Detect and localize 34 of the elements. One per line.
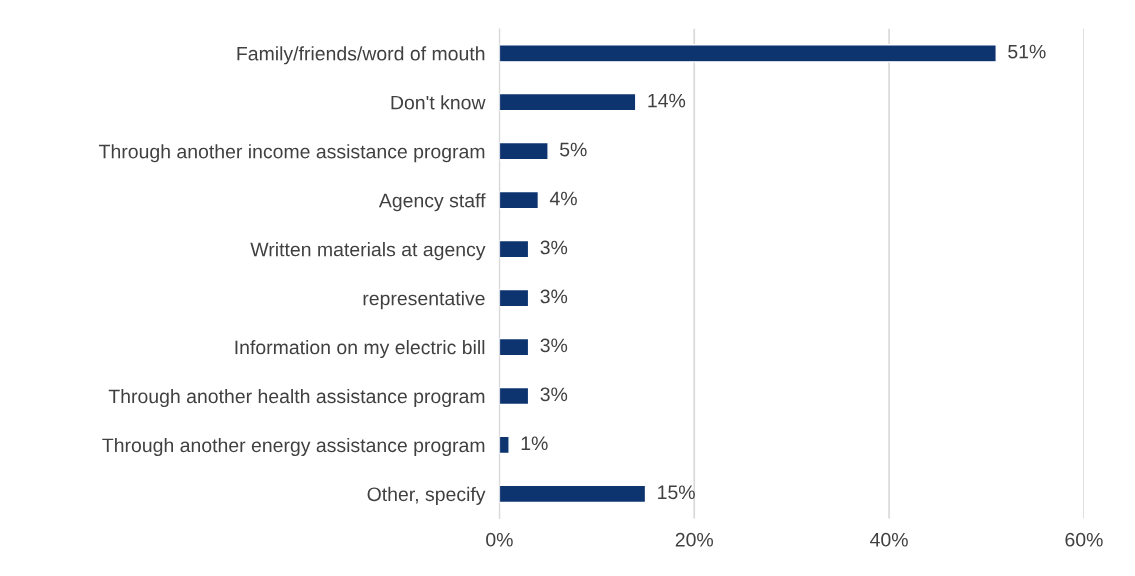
bar [499, 435, 510, 455]
y-tick-label: Through another income assistance program [99, 144, 485, 163]
data-label: 4% [549, 191, 577, 206]
bar [499, 337, 530, 357]
x-tick-label: 20% [675, 532, 714, 547]
bar [499, 44, 997, 63]
y-tick-label: Information on my electric bill [235, 339, 485, 359]
bar [499, 386, 530, 406]
x-tick-label: 40% [870, 532, 908, 547]
y-tick-label: Written materials at agency [250, 242, 486, 261]
y-tick-label: Other, specify [367, 486, 486, 505]
data-label: 14% [648, 93, 686, 108]
bar [499, 484, 647, 504]
data-label: 51% [1008, 44, 1046, 59]
data-label: 15% [658, 485, 695, 500]
data-label: 3% [540, 240, 568, 255]
x-tick-label: 60% [1065, 532, 1103, 547]
data-label: 3% [540, 387, 568, 402]
data-label: 3% [540, 338, 568, 353]
data-label: 5% [560, 142, 587, 157]
data-label: 1% [521, 436, 548, 451]
y-tick-label: Family/friends/word of mouth [237, 46, 485, 65]
bar [499, 239, 530, 259]
x-tick-label: 0% [486, 532, 513, 547]
bar [499, 141, 549, 161]
y-tick-label: representative [363, 291, 485, 310]
y-tick-label: Through another energy assistance program [102, 437, 485, 457]
y-tick-label: Agency staff [378, 193, 486, 212]
y-tick-label: Don't know [391, 95, 486, 110]
bar [499, 92, 637, 112]
bar [499, 288, 530, 308]
bar [499, 190, 540, 210]
y-tick-label: Through another health assistance program [108, 388, 485, 408]
data-label: 3% [540, 289, 568, 304]
